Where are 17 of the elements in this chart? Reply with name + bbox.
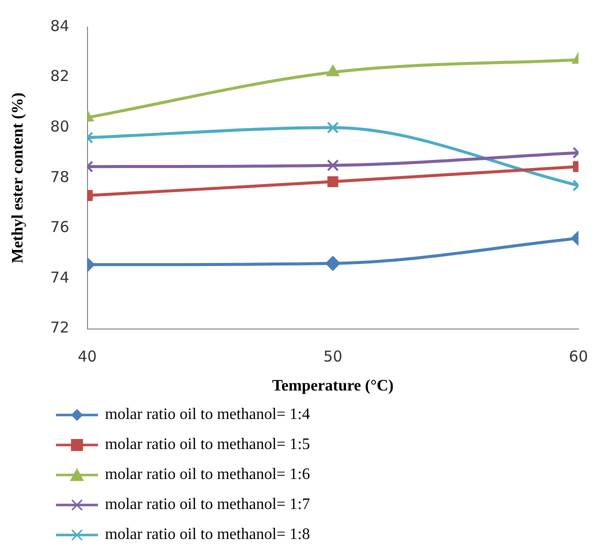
x-axis-title: Temperature (°C) <box>272 378 394 395</box>
x-tick-label: 40 <box>78 348 97 366</box>
legend-label: molar ratio oil to methanol= 1:8 <box>105 526 310 544</box>
legend-label: molar ratio oil to methanol= 1:6 <box>105 466 310 484</box>
y-tick-label: 84 <box>50 16 70 35</box>
x-tick-label: 50 <box>323 348 342 366</box>
legend-label: molar ratio oil to methanol= 1:5 <box>105 436 310 454</box>
legend-label: molar ratio oil to methanol= 1:7 <box>105 496 310 514</box>
y-tick-label: 82 <box>50 67 70 86</box>
y-tick-label: 74 <box>50 268 70 286</box>
legend-label: molar ratio oil to methanol= 1:4 <box>105 406 310 424</box>
y-tick-label: 78 <box>50 168 70 186</box>
y-tick-label: 80 <box>50 117 70 136</box>
y-axis-title: Methyl ester content (%) <box>10 92 27 264</box>
y-tick-label: 72 <box>50 318 70 337</box>
x-tick-label: 60 <box>568 348 588 366</box>
y-tick-label: 76 <box>50 218 70 236</box>
